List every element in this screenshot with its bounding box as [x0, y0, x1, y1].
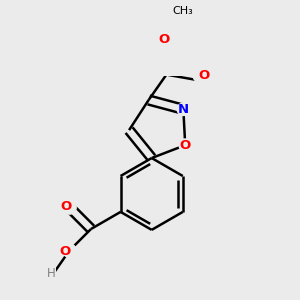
- Circle shape: [193, 70, 206, 82]
- Text: O: O: [59, 245, 70, 258]
- Circle shape: [177, 103, 190, 116]
- Text: H: H: [47, 267, 56, 280]
- Text: O: O: [60, 200, 72, 213]
- Circle shape: [63, 244, 76, 257]
- Text: O: O: [198, 69, 209, 82]
- Text: O: O: [158, 33, 169, 46]
- Text: N: N: [178, 103, 189, 116]
- Text: O: O: [180, 139, 191, 152]
- Circle shape: [158, 34, 170, 47]
- Circle shape: [63, 201, 76, 214]
- Circle shape: [179, 139, 191, 151]
- Text: CH₃: CH₃: [172, 6, 193, 16]
